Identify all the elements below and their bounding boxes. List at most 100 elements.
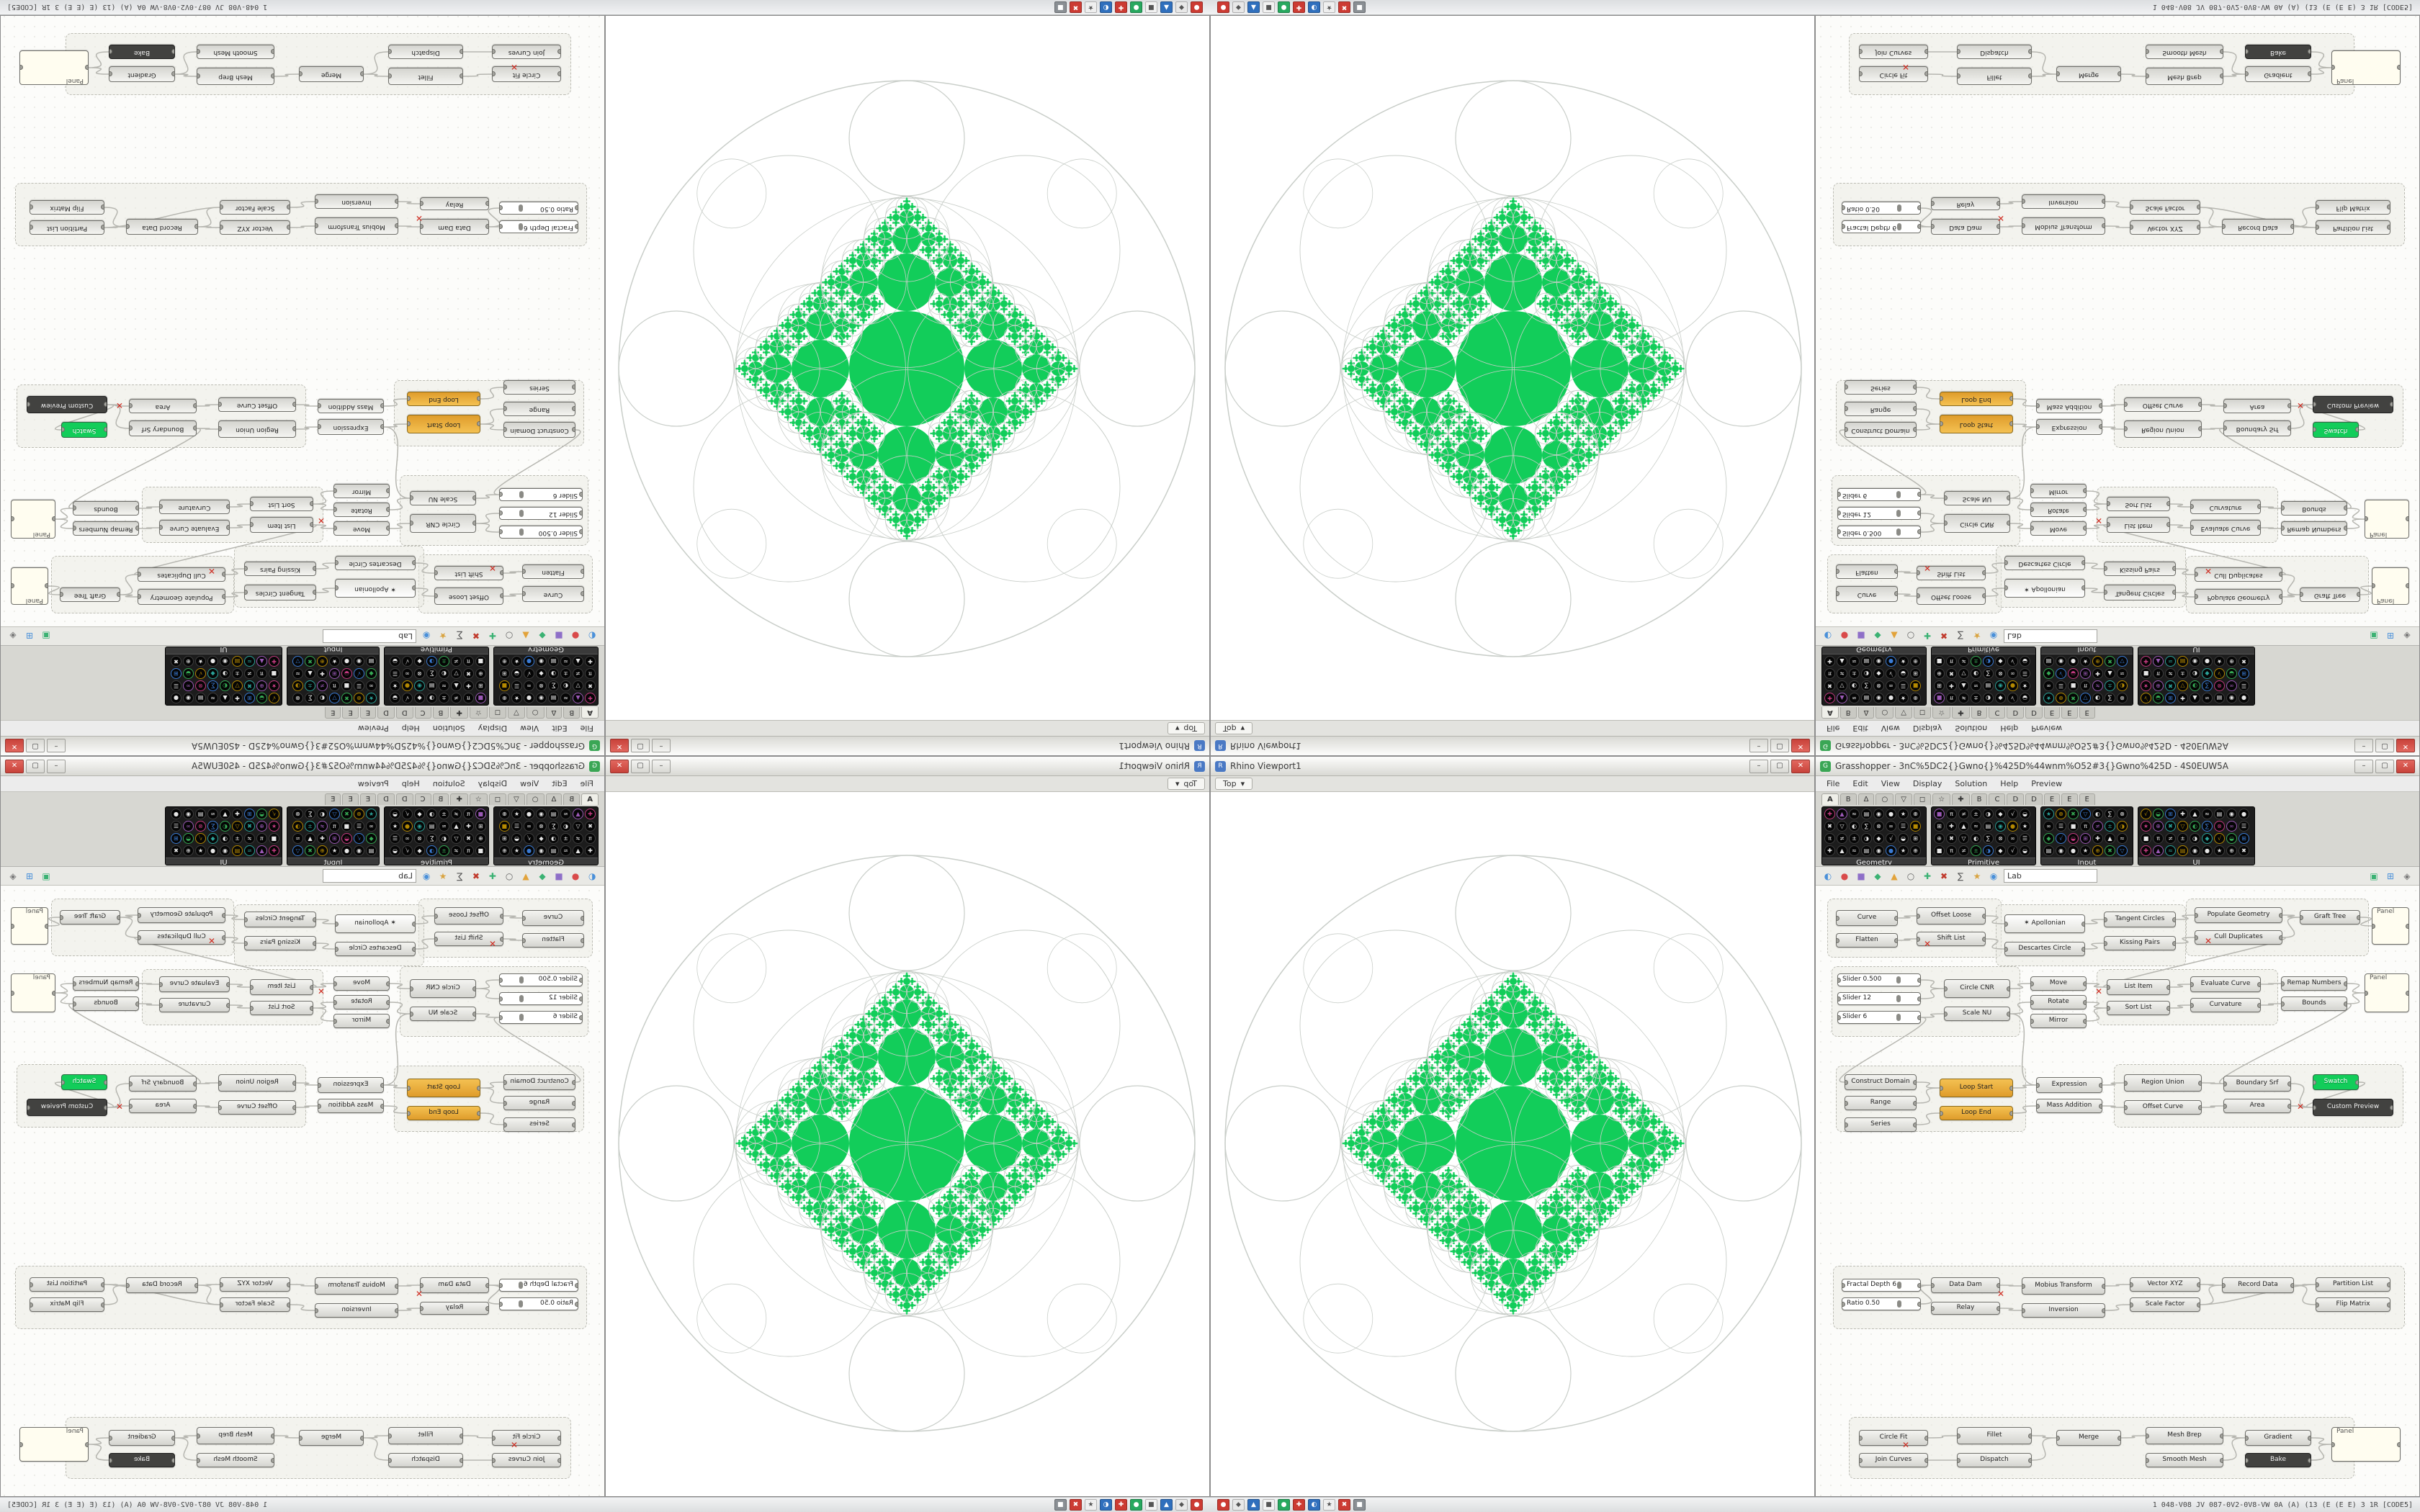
component-icon[interactable]: ∞ (2043, 680, 2054, 691)
component-icon[interactable]: ✖ (1946, 833, 1957, 844)
toolbar-icon[interactable]: ★ (439, 631, 447, 642)
component-icon[interactable]: ◐ (317, 809, 328, 819)
component-icon[interactable]: ▽ (1837, 680, 1847, 691)
component-icon[interactable]: ≈ (1971, 821, 1981, 832)
component-icon[interactable]: ⊕ (2056, 809, 2066, 819)
component-icon[interactable]: ≈ (560, 656, 571, 667)
component-icon[interactable]: ▤ (232, 656, 243, 667)
taskbar-app-icon[interactable]: ▲ (1247, 1499, 1260, 1511)
gh-node-slider[interactable]: Ratio 0.50 (499, 1297, 578, 1310)
component-icon[interactable]: ▤ (366, 845, 377, 856)
component-icon[interactable]: ★ (390, 680, 400, 691)
gh-node-dark[interactable]: Bake (109, 45, 175, 59)
gh-node-comp[interactable]: Bounds (73, 996, 139, 1011)
slider-knob[interactable] (518, 1282, 523, 1289)
gh-node-comp[interactable]: Cull Duplicates (138, 567, 225, 582)
component-icon[interactable]: ± (439, 809, 449, 819)
gh-node-dark[interactable]: Bake (2245, 45, 2311, 59)
toolbar-icon[interactable]: ▲ (522, 631, 529, 642)
gh-node-slider[interactable]: Ratio 0.50 (499, 202, 578, 215)
component-icon[interactable]: ⊕ (499, 845, 510, 856)
viewport-titlebar[interactable]: R Rhino Viewport1 – ▢ ✕ (1211, 736, 1814, 755)
gh-node-comp[interactable]: Expression (318, 1077, 384, 1093)
component-icon[interactable]: ● (171, 693, 182, 703)
gh-node-comp[interactable]: Series (1845, 1117, 1917, 1132)
component-icon[interactable]: ▤ (2043, 656, 2054, 667)
component-icon[interactable]: ☰ (171, 821, 182, 832)
component-icon[interactable]: ★ (390, 821, 400, 832)
menu-item-edit[interactable]: Edit (1852, 724, 1868, 733)
maximize-button[interactable]: ▢ (631, 759, 650, 773)
gh-node-comp[interactable]: Scale NU (410, 1007, 476, 1021)
gh-node-comp[interactable]: Scale Factor (220, 1297, 290, 1312)
component-icon[interactable]: ◉ (183, 809, 194, 819)
component-icon[interactable]: ▲ (2153, 656, 2164, 667)
component-icon[interactable]: ✖ (2165, 821, 2176, 832)
toolbar-icon[interactable]: ◆ (1874, 870, 1881, 881)
gh-node-comp[interactable]: Bounds (2281, 996, 2347, 1011)
component-icon[interactable]: ■ (475, 809, 486, 819)
component-icon[interactable]: ◉ (220, 656, 230, 667)
component-icon[interactable]: ⊗ (414, 668, 425, 679)
taskbar-app-icon[interactable]: ■ (1145, 1, 1157, 13)
component-icon[interactable]: ★ (2020, 821, 2030, 832)
taskbar-app-icon[interactable]: ■ (1263, 1, 1275, 13)
component-icon[interactable]: ∑ (2105, 809, 2115, 819)
component-icon[interactable]: ■ (2068, 680, 2079, 691)
ribbon-tab[interactable]: ✚ (450, 793, 468, 805)
component-icon[interactable]: ✚ (2141, 656, 2151, 667)
gh-node-comp[interactable]: Mobius Transform (315, 1277, 398, 1295)
component-icon[interactable]: ◒ (183, 833, 194, 844)
gh-node-comp[interactable]: Curvature (159, 500, 230, 514)
component-icon[interactable]: ≈ (2202, 809, 2213, 819)
slider-knob[interactable] (519, 1014, 524, 1021)
component-icon[interactable]: ● (2202, 656, 2213, 667)
menu-item-edit[interactable]: Edit (1852, 779, 1868, 788)
gh-node-comp[interactable]: Merge (2056, 66, 2121, 82)
gh-node-comp[interactable]: Dispatch (388, 45, 463, 59)
component-icon[interactable]: ▤ (2043, 845, 2054, 856)
taskbar-app-icon[interactable]: ◆ (1232, 1499, 1245, 1511)
component-icon[interactable]: ✖ (244, 680, 255, 691)
component-icon[interactable]: ≈ (1849, 845, 1860, 856)
toolbar-icon[interactable]: ◐ (588, 870, 596, 881)
gh-node-comp[interactable]: Relay (1931, 1302, 2000, 1315)
component-icon[interactable]: ◑ (292, 821, 303, 832)
component-icon[interactable]: ⊕ (499, 656, 510, 667)
component-icon[interactable]: ☰ (2238, 821, 2249, 832)
toolbar-icon[interactable]: ◈ (2403, 870, 2411, 881)
component-icon[interactable]: ≠ (1958, 656, 1969, 667)
component-icon[interactable]: ⊞ (244, 693, 255, 703)
gh-node-comp[interactable]: Expression (2036, 419, 2102, 435)
component-icon[interactable]: ◑ (426, 809, 437, 819)
component-icon[interactable]: ✖ (2105, 656, 2115, 667)
gh-node-comp[interactable]: Scale NU (410, 491, 476, 505)
component-icon[interactable]: ✖ (2068, 809, 2079, 819)
component-icon[interactable]: ⊞ (1910, 668, 1921, 679)
menu-item-help[interactable]: Help (401, 779, 420, 788)
component-icon[interactable]: ▤ (1861, 656, 1872, 667)
gh-node-comp[interactable]: Series (1845, 380, 1917, 395)
taskbar-app-icon[interactable]: ◐ (1308, 1499, 1320, 1511)
component-icon[interactable]: ✚ (2092, 668, 2103, 679)
component-icon[interactable]: ☰ (354, 821, 364, 832)
component-icon[interactable]: ◆ (366, 668, 377, 679)
gh-node-orange[interactable]: Loop End (1940, 392, 2013, 406)
component-icon[interactable]: ▤ (2214, 809, 2225, 819)
close-button[interactable]: ✕ (5, 739, 24, 753)
menu-item-file[interactable]: File (1827, 779, 1840, 788)
gh-node-comp[interactable]: Mirror (333, 1014, 390, 1028)
menu-item-view[interactable]: View (520, 779, 539, 788)
ribbon-tab[interactable]: E (2079, 707, 2095, 719)
viewport-tab-top[interactable]: Top ▾ (1215, 722, 1253, 734)
component-icon[interactable]: ± (439, 656, 449, 667)
component-icon[interactable]: ◉ (354, 656, 364, 667)
gh-node-comp[interactable]: Bounds (73, 501, 139, 516)
component-icon[interactable]: ✚ (269, 845, 279, 856)
component-icon[interactable]: ⊞ (1934, 680, 1945, 691)
component-icon[interactable]: ▤ (195, 809, 206, 819)
gh-node-comp[interactable]: Tangent Circles (2104, 585, 2176, 600)
gh-node-comp[interactable]: Rotate (333, 995, 390, 1009)
component-icon[interactable]: ◉ (2190, 656, 2200, 667)
gh-node-comp[interactable]: Cull Duplicates (2195, 930, 2282, 945)
